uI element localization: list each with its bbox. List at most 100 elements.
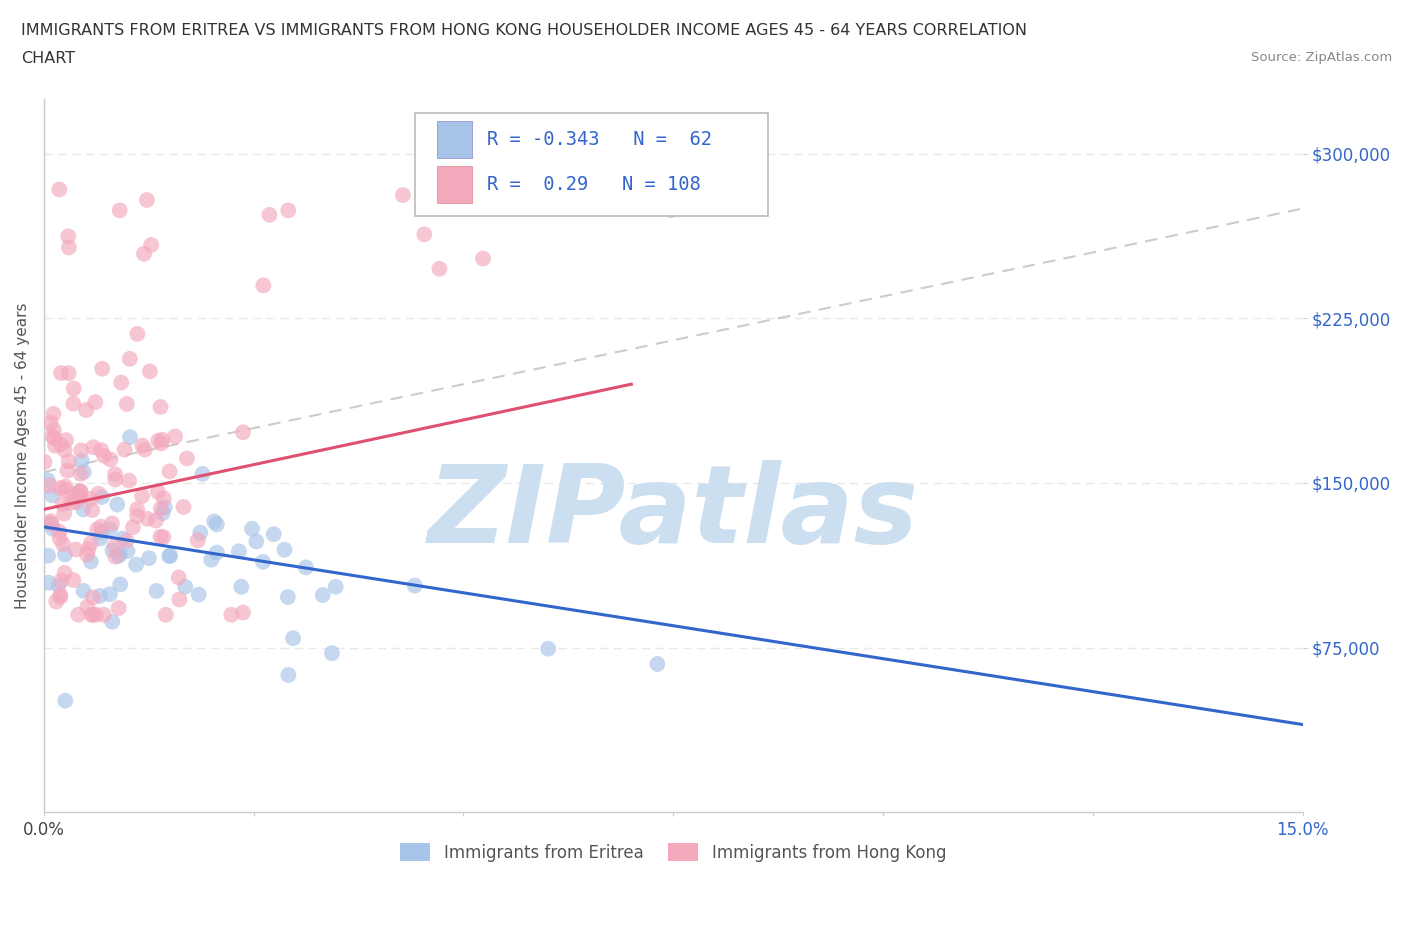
Point xyxy=(392,188,415,203)
Point xyxy=(69,484,91,498)
Point xyxy=(51,573,73,588)
Point xyxy=(231,579,253,594)
Point xyxy=(131,438,153,453)
Point xyxy=(72,583,94,598)
Point xyxy=(69,466,91,481)
Text: ZIPatlas: ZIPatlas xyxy=(427,459,920,565)
Point xyxy=(127,509,149,524)
Point xyxy=(219,607,242,622)
Point xyxy=(75,403,97,418)
Point xyxy=(84,394,107,409)
Point xyxy=(80,536,103,551)
Point xyxy=(48,182,70,197)
Point xyxy=(90,443,112,458)
Point xyxy=(45,594,67,609)
Point xyxy=(73,465,96,480)
Point xyxy=(53,443,76,458)
Point xyxy=(427,261,450,276)
Point xyxy=(53,693,76,708)
Point xyxy=(34,455,56,470)
Point xyxy=(138,551,160,565)
Point xyxy=(159,549,181,564)
Point xyxy=(49,590,72,604)
Point xyxy=(108,547,131,562)
Point xyxy=(232,605,254,620)
Point xyxy=(49,531,72,546)
Point xyxy=(49,481,72,496)
Point xyxy=(108,577,131,591)
Point xyxy=(69,484,91,498)
Point xyxy=(105,497,128,512)
Point xyxy=(173,499,195,514)
FancyBboxPatch shape xyxy=(415,113,768,217)
Point xyxy=(157,549,180,564)
Point xyxy=(205,545,228,560)
Point xyxy=(48,525,70,539)
Point xyxy=(62,381,84,396)
Point xyxy=(169,592,191,607)
Point xyxy=(37,549,59,564)
Point xyxy=(152,491,174,506)
Point xyxy=(472,251,495,266)
Point xyxy=(87,486,110,501)
Point xyxy=(277,203,299,218)
Point xyxy=(82,590,104,604)
Point xyxy=(273,542,295,557)
Point xyxy=(200,552,222,567)
Point xyxy=(62,573,84,588)
Point xyxy=(55,432,77,447)
Point xyxy=(252,554,274,569)
Point xyxy=(80,554,103,569)
Point xyxy=(205,517,228,532)
Point xyxy=(112,531,135,546)
Point xyxy=(127,326,149,341)
Point xyxy=(101,516,124,531)
Point xyxy=(659,203,682,218)
Point xyxy=(228,544,250,559)
Point xyxy=(58,454,80,469)
Point xyxy=(103,538,125,553)
Point xyxy=(53,506,76,521)
Point xyxy=(152,530,174,545)
Point xyxy=(134,442,156,457)
Point xyxy=(58,240,80,255)
Point xyxy=(49,437,72,452)
Point xyxy=(42,406,65,421)
Point xyxy=(277,590,299,604)
Point xyxy=(153,499,176,514)
Point xyxy=(91,362,114,377)
Point xyxy=(245,534,267,549)
Point xyxy=(240,522,263,537)
Point xyxy=(98,587,121,602)
Point xyxy=(118,352,141,366)
Point xyxy=(277,668,299,683)
Point xyxy=(321,645,343,660)
Point xyxy=(139,364,162,379)
Point xyxy=(176,451,198,466)
Point xyxy=(295,560,318,575)
Point xyxy=(58,229,80,244)
Point xyxy=(187,533,209,548)
Text: IMMIGRANTS FROM ERITREA VS IMMIGRANTS FROM HONG KONG HOUSEHOLDER INCOME AGES 45 : IMMIGRANTS FROM ERITREA VS IMMIGRANTS FR… xyxy=(21,23,1028,38)
Point xyxy=(165,429,187,444)
Point xyxy=(281,631,304,645)
Point xyxy=(104,550,127,565)
Point xyxy=(118,430,141,445)
Point xyxy=(48,578,70,592)
Point xyxy=(115,396,138,411)
Point xyxy=(37,472,59,487)
Point xyxy=(191,467,214,482)
Point xyxy=(537,642,560,657)
Point xyxy=(187,587,209,602)
Point xyxy=(312,588,335,603)
Point xyxy=(131,488,153,503)
Point xyxy=(259,207,281,222)
Point xyxy=(148,433,170,448)
Point xyxy=(39,415,62,430)
Point xyxy=(72,502,94,517)
Point xyxy=(149,501,172,516)
Point xyxy=(127,502,149,517)
Point xyxy=(77,542,100,557)
Point xyxy=(93,607,115,622)
Point xyxy=(41,430,63,445)
